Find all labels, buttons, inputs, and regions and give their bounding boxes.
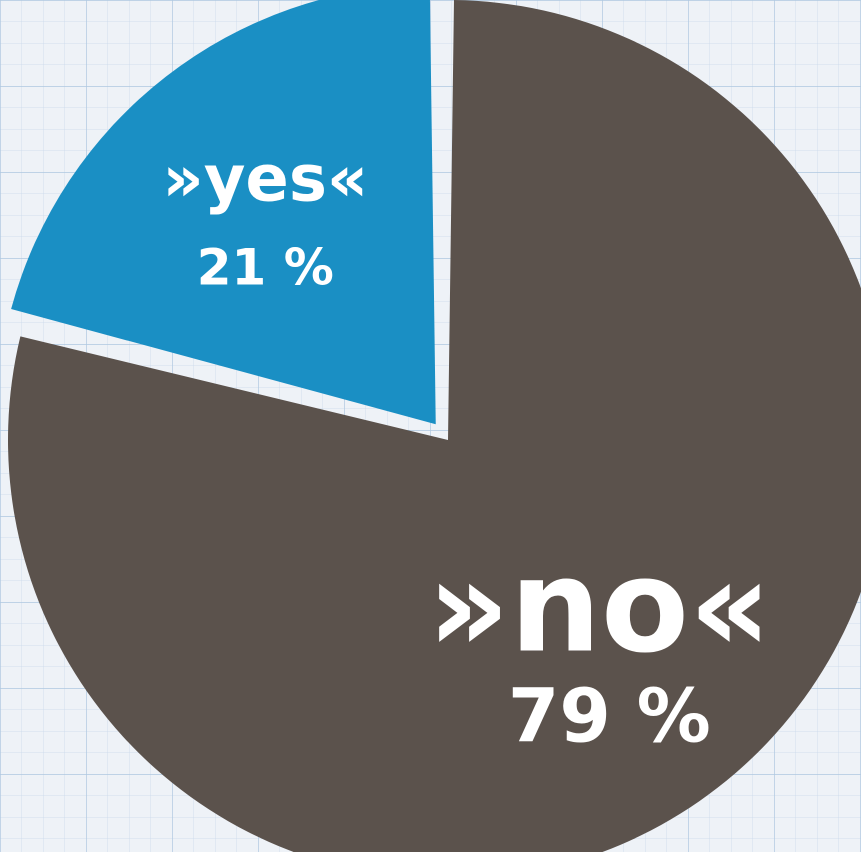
pie-labels: »yes« 21 % »no«79 %	[162, 143, 771, 760]
category-label-no: »no«	[427, 532, 771, 681]
category-label-yes: »yes«	[162, 143, 368, 217]
value-label-no: 79 %	[508, 673, 711, 759]
pie-slice-yes	[11, 0, 436, 425]
pie-slices	[8, 0, 861, 852]
pie-slice-no	[8, 0, 861, 852]
value-label-yes: 21 %	[197, 239, 334, 297]
